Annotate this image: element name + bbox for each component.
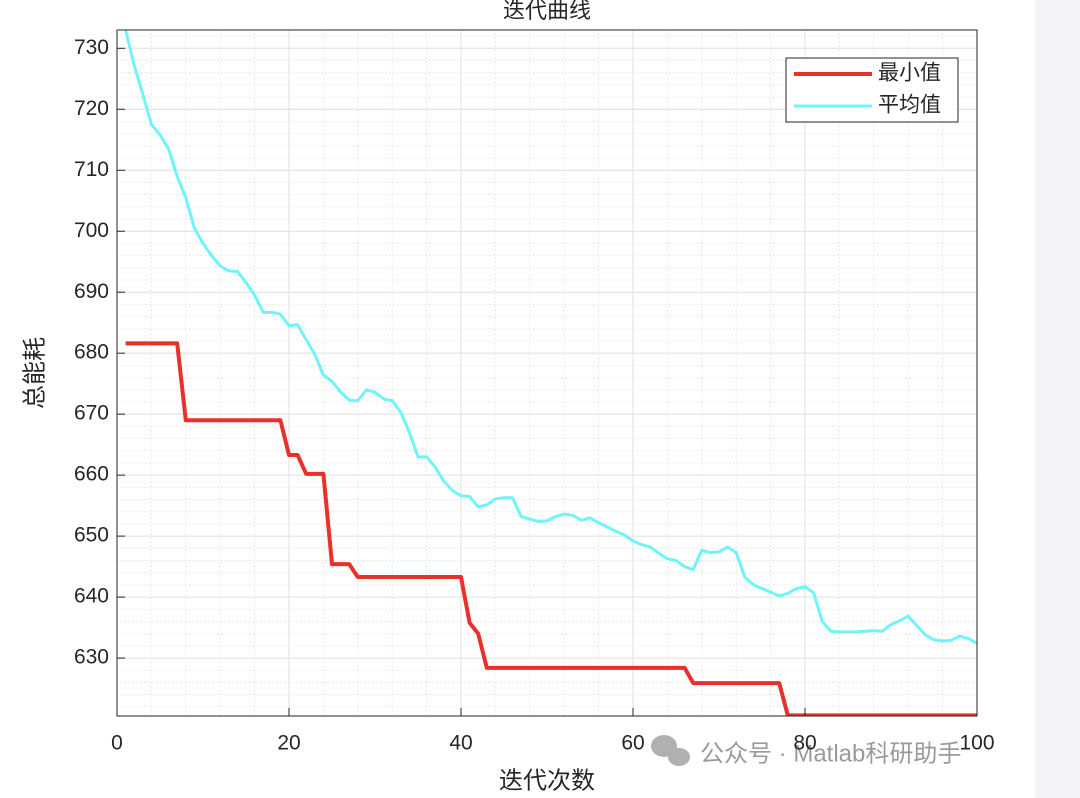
- axes-box: [116, 29, 978, 717]
- x-axis-label: 迭代次数: [499, 767, 595, 794]
- line: [125, 341, 977, 716]
- x-tick-label: 20: [277, 732, 300, 755]
- y-tick-label: 640: [74, 585, 109, 608]
- y-tick-label: 680: [74, 341, 109, 364]
- x-tick-label: 80: [793, 732, 816, 755]
- plot-area: [117, 30, 977, 716]
- legend-box: [785, 57, 959, 123]
- lines: [124, 30, 977, 716]
- y-tick-label: 650: [74, 524, 109, 547]
- y-axis-label: 总能耗: [21, 337, 48, 409]
- y-tick-label: 730: [74, 36, 109, 59]
- line: [124, 30, 977, 645]
- watermark-icon: [651, 735, 690, 766]
- x-tick-label: 0: [111, 732, 123, 755]
- chart-title: 迭代曲线: [503, 0, 591, 23]
- y-tick-label: 660: [74, 463, 109, 486]
- y-tick-label: 630: [74, 646, 109, 669]
- watermark: 公众号 · Matlab科研助手: [700, 740, 961, 767]
- y-tick-label: 690: [74, 280, 109, 303]
- x-tick-label: 60: [621, 732, 644, 755]
- y-tick-label: 670: [74, 402, 109, 425]
- x-tick-label: 100: [959, 732, 994, 755]
- x-tick-label: 40: [449, 732, 472, 755]
- y-tick-label: 700: [74, 219, 109, 242]
- side-strip: [1035, 0, 1080, 798]
- y-tick-label: 720: [74, 97, 109, 120]
- y-tick-label: 710: [74, 158, 109, 181]
- legend-label: 最小值: [878, 62, 941, 85]
- legend-label: 平均值: [878, 94, 941, 117]
